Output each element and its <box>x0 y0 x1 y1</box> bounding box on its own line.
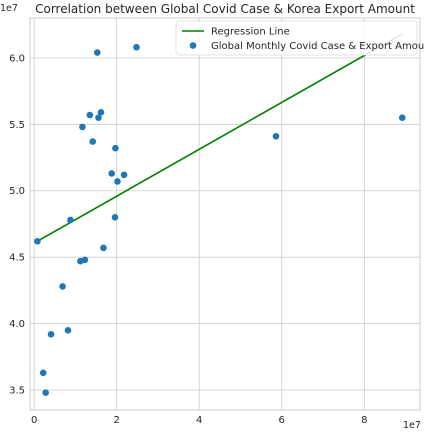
scatter-point <box>111 214 119 221</box>
scatter-point <box>120 171 128 179</box>
scatter-point <box>34 237 41 245</box>
plot-area-border <box>29 17 421 411</box>
x-tick-label: 6 <box>279 415 285 426</box>
legend-label-scatter: Global Monthly Covid Case & Export Amoun… <box>211 41 425 52</box>
x-tick-label: 4 <box>196 415 202 426</box>
tick-labels: 0 2 4 6 8 3.5 4.0 4.5 5.0 5.5 6.0 <box>9 53 367 426</box>
scatter-point <box>97 109 105 116</box>
x-axis-offset-label: 1e7 <box>403 420 421 431</box>
scatter-point <box>67 216 74 224</box>
scatter-point <box>114 178 121 185</box>
legend-point-swatch <box>189 42 197 49</box>
scatter-point <box>272 132 280 140</box>
x-tick-label: 2 <box>113 415 119 426</box>
y-tick-label: 5.5 <box>9 120 25 131</box>
scatter-point <box>95 114 102 121</box>
scatter-point <box>81 256 89 264</box>
scatter-point <box>79 123 86 131</box>
y-axis-offset-label: 1e7 <box>0 3 18 14</box>
scatter-point <box>93 49 101 56</box>
scatter-point <box>133 43 140 51</box>
scatter-point <box>398 114 406 121</box>
regression-line <box>37 33 403 242</box>
series-layer <box>34 33 406 397</box>
y-tick-label: 6.0 <box>9 53 25 64</box>
scatter-point <box>59 283 66 290</box>
scatter-point <box>47 330 55 338</box>
chart-title: Correlation between Global Covid Case & … <box>35 2 415 16</box>
scatter-point <box>39 369 47 377</box>
scatter-point <box>64 326 72 334</box>
grid-layer <box>30 18 420 410</box>
y-tick-label: 4.0 <box>9 319 25 330</box>
y-tick-label: 3.5 <box>9 386 25 397</box>
plot-frame <box>29 17 421 411</box>
scatter-point <box>89 138 97 145</box>
y-tick-label: 4.5 <box>9 253 25 264</box>
scatter-point <box>100 244 107 252</box>
x-tick-label: 8 <box>361 415 367 426</box>
legend-label-regression: Regression Line <box>211 27 290 38</box>
x-tick-label: 0 <box>31 415 37 426</box>
legend-box <box>175 20 418 56</box>
legend: Regression Line Global Monthly Covid Case… <box>175 20 425 56</box>
scatter-point <box>112 144 119 152</box>
scatter-point <box>108 170 116 177</box>
scatter-point <box>86 111 94 119</box>
y-tick-label: 5.0 <box>9 186 25 197</box>
scatter-point <box>42 389 49 397</box>
